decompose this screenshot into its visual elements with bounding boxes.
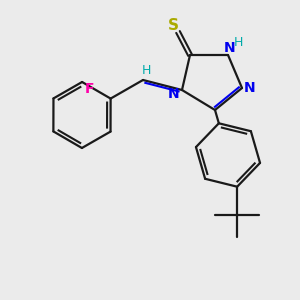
Text: N: N <box>224 41 236 55</box>
Text: H: H <box>233 37 243 50</box>
Text: N: N <box>244 81 256 95</box>
Text: N: N <box>168 87 180 101</box>
Text: H: H <box>141 64 151 76</box>
Text: F: F <box>84 82 94 96</box>
Text: S: S <box>167 17 178 32</box>
